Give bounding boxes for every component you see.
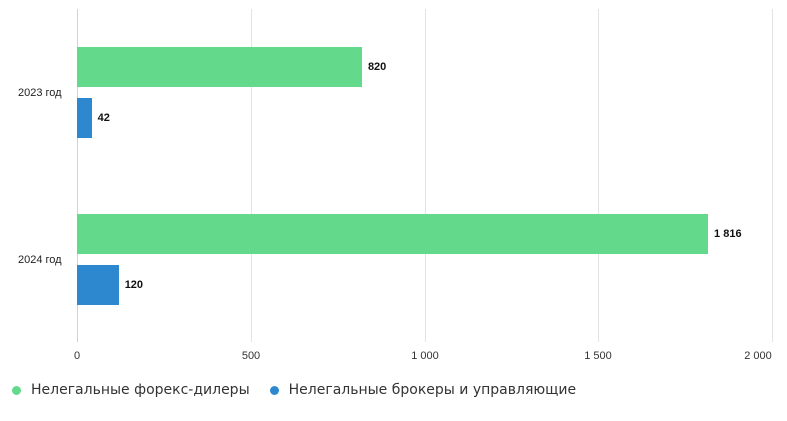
bar-2023-brokers[interactable] — [77, 98, 92, 138]
legend-dot-icon — [269, 385, 279, 395]
x-tick-2000: 2 000 — [744, 350, 772, 362]
x-tick-0: 0 — [73, 350, 81, 362]
bar-2024-forex[interactable] — [77, 214, 709, 254]
gridline-0 — [77, 9, 78, 342]
legend-item-brokers[interactable]: Нелегальные брокеры и управляющие — [269, 382, 577, 398]
legend-item-forex[interactable]: Нелегальные форекс-дилеры — [12, 382, 250, 398]
gridline-2000 — [772, 9, 773, 342]
x-tick-1000: 1 000 — [411, 350, 439, 362]
gridline-500 — [251, 9, 252, 342]
legend: Нелегальные форекс-дилеры Нелегальные бр… — [12, 382, 596, 398]
legend-label-brokers: Нелегальные брокеры и управляющие — [288, 382, 577, 398]
gridline-1500 — [598, 9, 599, 342]
x-tick-500: 500 — [241, 350, 261, 362]
bar-2024-brokers[interactable] — [77, 265, 119, 305]
bar-2023-forex[interactable] — [77, 47, 362, 87]
category-label-2024: 2024 год — [18, 254, 62, 266]
gridline-1000 — [425, 9, 426, 342]
legend-dot-icon — [12, 385, 21, 395]
category-label-2023: 2023 год — [18, 87, 62, 99]
bar-value-2024-forex: 1 816 — [714, 228, 742, 240]
bar-value-2024-brokers: 120 — [124, 279, 144, 291]
x-tick-1500: 1 500 — [584, 350, 612, 362]
legend-label-forex: Нелегальные форекс-дилеры — [31, 382, 250, 398]
bar-value-2023-brokers: 42 — [97, 112, 110, 124]
plot-area: 820 42 1 816 120 — [77, 9, 773, 342]
bar-value-2023-forex: 820 — [367, 61, 387, 73]
